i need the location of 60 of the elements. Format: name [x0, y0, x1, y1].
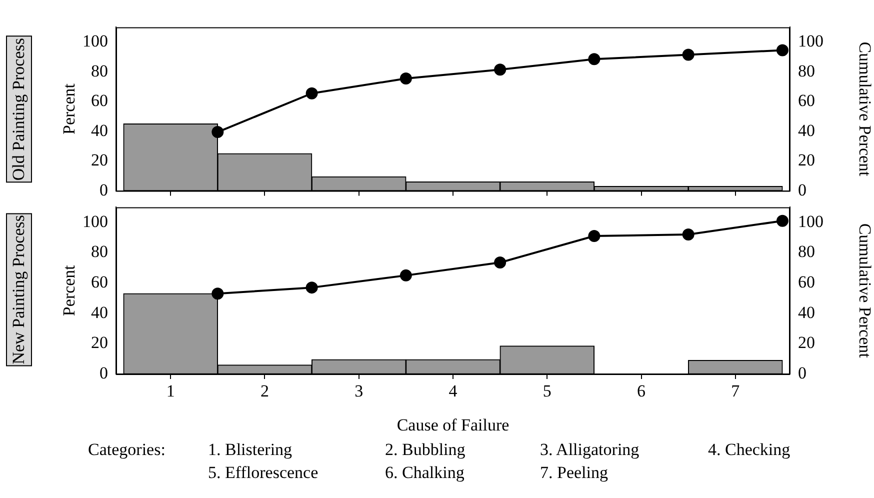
point [588, 230, 600, 242]
point [212, 288, 224, 300]
y2-axis-title: Cumulative Percent [855, 223, 874, 358]
y-tick-label: 100 [82, 32, 108, 51]
point [682, 228, 694, 240]
y-tick-label: 100 [82, 212, 108, 231]
y2-tick-label: 60 [798, 91, 815, 110]
y-tick-label: 0 [100, 363, 108, 382]
text: Old Painting Process [6, 36, 32, 182]
point [776, 214, 788, 227]
y2-tick-label: 80 [798, 242, 815, 262]
point [682, 48, 694, 61]
x-tick-label: 3 [354, 382, 364, 401]
point [494, 256, 506, 269]
y2-tick-label: 100 [798, 32, 824, 51]
y-tick-label: 40 [91, 302, 108, 322]
point [306, 87, 318, 100]
y2-tick-label: 0 [798, 363, 806, 382]
point [306, 282, 318, 294]
y-tick-label: 20 [91, 333, 108, 352]
text: 7. Peeling [540, 463, 608, 483]
y2-tick-label: 80 [798, 61, 815, 80]
y-tick-label: 20 [91, 150, 108, 170]
y-axis-title: Percent [60, 264, 79, 316]
x-tick-label: 6 [637, 382, 646, 401]
x-tick-label: 5 [542, 382, 552, 401]
x-tick-label: 2 [260, 382, 269, 401]
y-tick-label: 60 [91, 272, 108, 292]
point [400, 269, 412, 282]
text: 3. Alligatoring [540, 440, 640, 460]
y-tick-label: 40 [91, 120, 108, 140]
y2-tick-label: 60 [798, 272, 815, 292]
text: 4. Checking [708, 440, 790, 460]
y-tick-label: 80 [91, 61, 108, 80]
y2-tick-label: 0 [798, 180, 806, 200]
point [588, 53, 600, 66]
text: 6. Chalking [385, 463, 464, 483]
y2-tick-label: 100 [798, 212, 824, 231]
y-tick-label: 0 [100, 180, 108, 200]
text: 1. Blistering [208, 440, 292, 460]
x-axis-title: Cause of Failure [396, 415, 510, 434]
x-tick-label: 7 [731, 382, 740, 401]
x-tick-label: 1 [166, 382, 175, 401]
text: 5. Efflorescence [208, 463, 318, 483]
y-tick-label: 60 [91, 91, 108, 110]
y-tick-label: 80 [91, 242, 108, 262]
y-axis-title: Percent [60, 83, 79, 134]
x-tick-label: 4 [448, 382, 458, 401]
point [776, 44, 788, 56]
point [400, 72, 412, 85]
y2-tick-label: 20 [798, 333, 815, 352]
y2-tick-label: 40 [798, 302, 815, 322]
point [212, 126, 224, 138]
y2-tick-label: 20 [798, 150, 815, 170]
y2-axis-title: Cumulative Percent [855, 42, 874, 177]
text: Categories: [88, 440, 166, 460]
text: 2. Bubbling [385, 440, 466, 460]
y2-tick-label: 40 [798, 120, 815, 140]
point [494, 64, 506, 76]
text: New Painting Process [6, 212, 32, 366]
